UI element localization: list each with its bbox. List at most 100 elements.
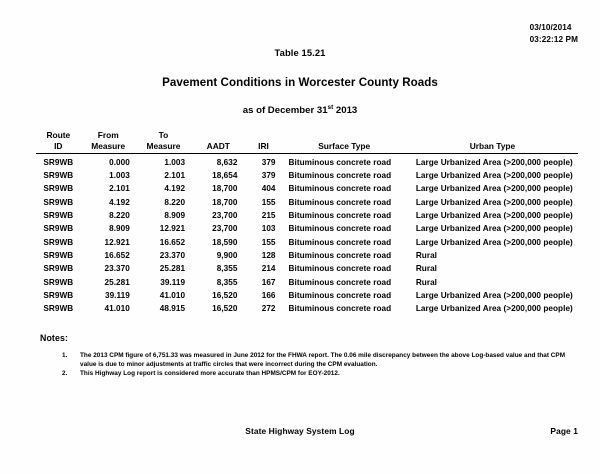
- cell-aadt: 16,520: [212, 290, 238, 300]
- cell-from-measure: 1.003: [109, 170, 130, 180]
- cell-surface-type: Bituminous concrete road: [288, 197, 392, 207]
- cell-to-measure: 2.101: [164, 170, 186, 180]
- table-row: SR9WB 0.000 1.003 8,632 379 Bituminous concre…: [36, 154, 578, 169]
- cell-to-measure: 39.119: [160, 277, 186, 287]
- cell-aadt: 18,700: [212, 197, 238, 207]
- cell-urban-type: Large Urbanized Area (>200,000 people): [415, 224, 573, 234]
- cell-from-measure: 2.101: [109, 184, 130, 194]
- note-text: The 2013 CPM figure of 6,751.33 was meas…: [80, 352, 566, 368]
- cell-to-measure: 12.921: [159, 224, 186, 234]
- page-title: Pavement Conditions in Worcester County …: [162, 76, 438, 89]
- note-number: 2.: [62, 370, 68, 378]
- column-header-route-id: Route ID: [36, 130, 81, 154]
- cell-to-measure: 23.370: [159, 250, 186, 260]
- document-datestamp: 03/10/2014 03:22:12 PM: [530, 22, 578, 45]
- pavement-table-container: Route ID From Measure To Measure AADT IR…: [36, 130, 578, 316]
- cell-surface-type: Bituminous concrete road: [288, 157, 392, 167]
- cell-route-id: SR9WB: [43, 237, 74, 247]
- table-row: SR9WB 12.921 16.652 18,590 155 Bituminous con…: [36, 236, 578, 249]
- cell-urban-type: Large Urbanized Area (>200,000 people): [415, 197, 573, 207]
- cell-iri: 155: [261, 237, 276, 247]
- column-header-iri: IRI: [245, 130, 282, 154]
- cell-to-measure: 8.909: [164, 210, 186, 220]
- notes-heading: Notes:: [40, 333, 68, 343]
- page-number: Page 1: [550, 426, 578, 436]
- note-text: This Highway Log report is considered mo…: [80, 370, 340, 378]
- table-row: SR9WB 8.909 12.921 23,700 103 Bituminous conc…: [36, 222, 578, 235]
- note-item: 1. The 2013 CPM figure of 6,751.33 was me…: [40, 352, 580, 369]
- cell-surface-type: Bituminous concrete road: [288, 277, 392, 287]
- cell-aadt: 8,355: [216, 277, 238, 287]
- title-block: Table 15.21 Pavement Conditions in Worce…: [0, 47, 600, 116]
- table-row: SR9WB 8.220 8.909 23,700 215 Bituminous concr…: [36, 209, 578, 222]
- cell-aadt: 9,900: [216, 250, 238, 260]
- table-row: SR9WB 39.119 41.010 16,520 166 Bituminous con…: [36, 289, 578, 302]
- cell-iri: 404: [261, 184, 276, 194]
- cell-route-id: SR9WB: [43, 277, 74, 287]
- cell-iri: 215: [261, 210, 276, 220]
- subtitle-ordinal: st: [327, 103, 334, 111]
- cell-aadt: 18,700: [212, 184, 238, 194]
- table-row: SR9WB 1.003 2.101 18,654 379 Bituminous concr…: [36, 169, 578, 182]
- cell-surface-type: Bituminous concrete road: [288, 304, 392, 314]
- cell-iri: 155: [261, 197, 276, 207]
- table-row: SR9WB 23.370 25.281 8,355 214 Bituminous conc…: [36, 262, 578, 275]
- cell-to-measure: 4.192: [164, 184, 186, 194]
- cell-from-measure: 12.921: [104, 237, 130, 247]
- cell-route-id: SR9WB: [43, 157, 74, 167]
- cell-to-measure: 25.281: [159, 264, 186, 274]
- column-header-surface-type: Surface Type: [281, 130, 407, 154]
- cell-aadt: 18,590: [212, 237, 238, 247]
- cell-surface-type: Bituminous concrete road: [288, 290, 392, 300]
- cell-surface-type: Bituminous concrete road: [288, 210, 392, 220]
- column-header-to-measure: To Measure: [135, 130, 192, 154]
- column-header-aadt: AADT: [191, 130, 246, 154]
- cell-iri: 167: [261, 277, 276, 287]
- cell-from-measure: 4.192: [109, 197, 130, 207]
- cell-to-measure: 16.652: [159, 237, 186, 247]
- cell-aadt: 8,355: [216, 264, 238, 274]
- note-number: 1.: [62, 352, 68, 359]
- cell-aadt: 8,632: [216, 157, 238, 167]
- cell-iri: 214: [261, 264, 276, 274]
- column-header-urban-type: Urban Type: [406, 130, 578, 154]
- table-number: Table 15.21: [274, 47, 326, 58]
- cell-surface-type: Bituminous concrete road: [288, 184, 392, 194]
- table-body: SR9WB 0.000 1.003 8,632 379 Bituminous concre…: [36, 154, 578, 316]
- cell-route-id: SR9WB: [43, 250, 74, 260]
- cell-surface-type: Bituminous concrete road: [288, 224, 392, 234]
- cell-urban-type: Large Urbanized Area (>200,000 people): [415, 170, 573, 180]
- cell-route-id: SR9WB: [43, 170, 74, 180]
- cell-from-measure: 16.652: [104, 250, 130, 260]
- column-header-from-measure: From Measure: [80, 130, 136, 154]
- table-header-row: Route ID From Measure To Measure AADT IR…: [36, 130, 578, 154]
- cell-from-measure: 23.370: [104, 264, 130, 274]
- print-date: 03/10/2014: [529, 23, 572, 32]
- cell-iri: 103: [261, 224, 276, 234]
- table-row: SR9WB 4.192 8.220 18,700 155 Bituminous concr…: [36, 196, 578, 209]
- cell-urban-type: Large Urbanized Area (>200,000 people): [415, 210, 573, 220]
- notes-list: 1. The 2013 CPM figure of 6,751.33 was me…: [40, 352, 580, 379]
- cell-surface-type: Bituminous concrete road: [288, 170, 392, 180]
- subtitle-suffix: 2013: [333, 105, 358, 116]
- cell-route-id: SR9WB: [43, 290, 74, 300]
- cell-aadt: 18,654: [212, 170, 238, 180]
- cell-aadt: 23,700: [212, 210, 238, 220]
- cell-iri: 379: [261, 170, 276, 180]
- cell-urban-type: Rural: [415, 277, 438, 287]
- print-time: 03:22:12 PM: [529, 34, 578, 44]
- table-row: SR9WB 16.652 23.370 9,900 128 Bituminous conc…: [36, 249, 578, 262]
- cell-urban-type: Rural: [415, 264, 438, 274]
- cell-to-measure: 8.220: [164, 197, 186, 207]
- cell-urban-type: Rural: [415, 250, 438, 260]
- cell-route-id: SR9WB: [43, 304, 74, 314]
- note-item: 2. This Highway Log report is considered …: [40, 370, 580, 379]
- cell-from-measure: 25.281: [104, 277, 130, 287]
- cell-iri: 166: [261, 290, 276, 300]
- cell-iri: 272: [261, 304, 276, 314]
- cell-urban-type: Large Urbanized Area (>200,000 people): [415, 184, 573, 194]
- cell-surface-type: Bituminous concrete road: [288, 264, 392, 274]
- cell-urban-type: Large Urbanized Area (>200,000 people): [415, 290, 573, 300]
- cell-urban-type: Large Urbanized Area (>200,000 people): [415, 304, 573, 314]
